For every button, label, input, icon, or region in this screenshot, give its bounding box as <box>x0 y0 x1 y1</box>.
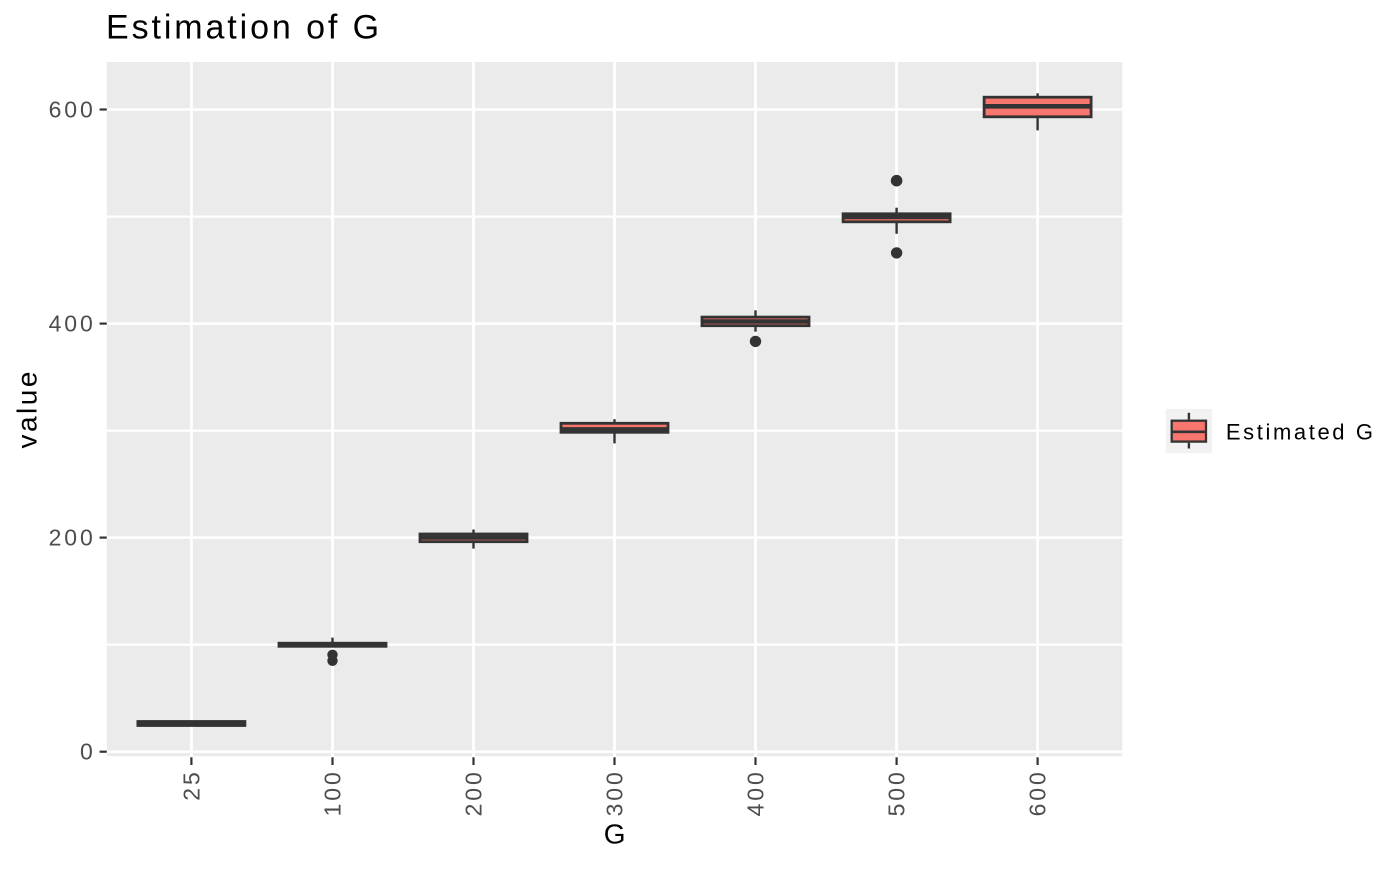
svg-text:200: 200 <box>49 525 96 551</box>
svg-text:600: 600 <box>1025 769 1051 816</box>
svg-text:Estimation of G: Estimation of G <box>106 9 382 47</box>
svg-text:25: 25 <box>178 769 204 800</box>
svg-text:0: 0 <box>80 739 96 765</box>
svg-text:Estimated G: Estimated G <box>1226 419 1376 444</box>
svg-text:value: value <box>12 369 43 448</box>
svg-text:600: 600 <box>49 97 96 123</box>
svg-text:500: 500 <box>884 769 910 816</box>
svg-text:200: 200 <box>461 769 487 816</box>
svg-text:400: 400 <box>49 311 96 337</box>
svg-text:G: G <box>604 818 626 849</box>
svg-text:100: 100 <box>320 769 346 816</box>
svg-text:400: 400 <box>743 769 769 816</box>
svg-text:300: 300 <box>602 769 628 816</box>
